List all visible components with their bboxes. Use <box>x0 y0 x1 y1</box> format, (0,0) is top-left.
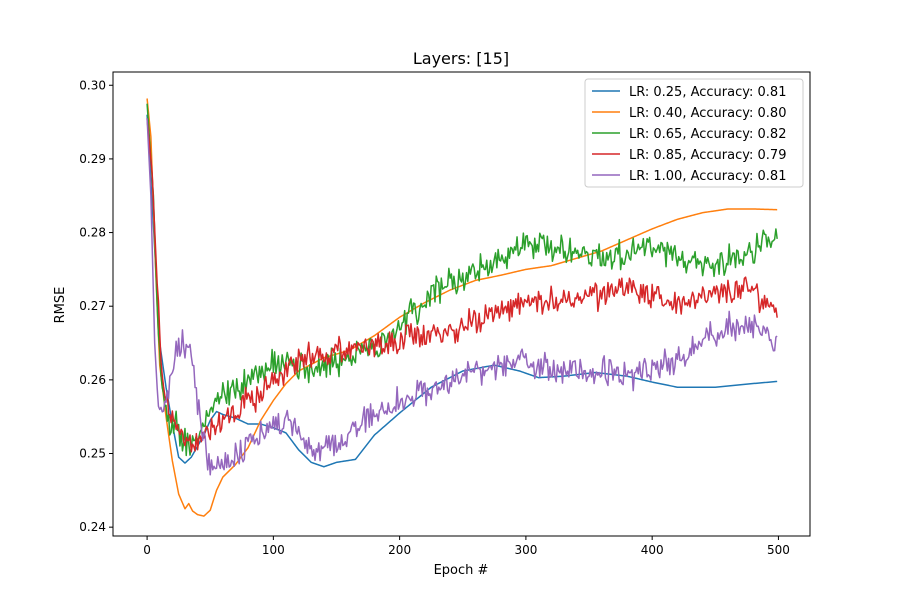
legend-box <box>584 78 804 188</box>
x-tick-label: 400 <box>641 543 664 557</box>
x-tick-label: 200 <box>388 543 411 557</box>
legend-label: LR: 0.65, Accuracy: 0.82 <box>629 127 786 142</box>
series-layer <box>146 98 778 517</box>
legend-label: LR: 0.25, Accuracy: 0.81 <box>629 85 786 100</box>
series-line-3 <box>146 103 778 457</box>
plot-frame <box>112 71 811 537</box>
x-axis: 0 100 200 300 400 500 <box>143 536 790 557</box>
x-axis-label: Epoch # <box>434 563 489 578</box>
y-tick-label: 0.29 <box>79 152 106 166</box>
x-tick-label: 300 <box>514 543 537 557</box>
y-tick-label: 0.28 <box>79 226 106 240</box>
series-line-1 <box>146 114 778 468</box>
y-tick-label: 0.26 <box>79 373 106 387</box>
legend-label: LR: 0.85, Accuracy: 0.79 <box>629 148 786 163</box>
x-tick-label: 500 <box>767 543 790 557</box>
chart-title: Layers: [15] <box>413 49 509 68</box>
y-tick-label: 0.24 <box>79 520 106 534</box>
series-line-5 <box>146 118 778 476</box>
y-tick-label: 0.30 <box>79 78 106 92</box>
y-tick-label: 0.25 <box>79 447 106 461</box>
y-axis: 0.24 0.25 0.26 0.27 0.28 0.29 0.30 <box>79 78 113 534</box>
y-axis-label: RMSE <box>53 287 68 324</box>
legend-label: LR: 1.00, Accuracy: 0.81 <box>629 169 786 184</box>
y-tick-label: 0.27 <box>79 299 106 313</box>
series-line-4 <box>146 118 778 453</box>
x-tick-label: 100 <box>262 543 285 557</box>
legend: LR: 0.25, Accuracy: 0.81 LR: 0.40, Accura… <box>584 78 804 188</box>
legend-label: LR: 0.40, Accuracy: 0.80 <box>629 106 786 121</box>
x-tick-label: 0 <box>143 543 151 557</box>
